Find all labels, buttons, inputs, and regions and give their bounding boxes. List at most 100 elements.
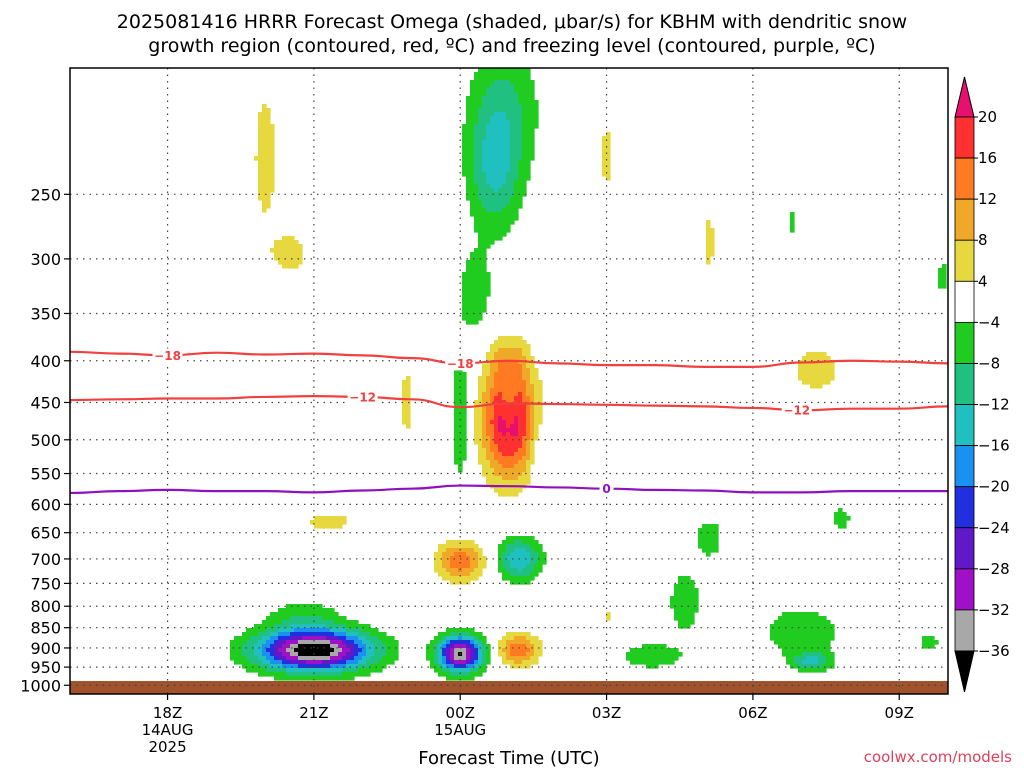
omega-cell <box>462 296 487 301</box>
omega-cell <box>278 640 287 645</box>
omega-cell <box>346 628 363 633</box>
credit-text[interactable]: coolwx.com/models <box>864 748 1012 766</box>
omega-cell <box>478 564 487 569</box>
omega-cell <box>470 572 483 577</box>
colorbar-label: 20 <box>978 108 997 126</box>
omega-cell <box>362 656 371 661</box>
omega-cell <box>278 260 303 265</box>
omega-cell <box>534 652 543 657</box>
x-tick-label: 2025 <box>148 738 186 756</box>
colorbar-band <box>954 363 975 405</box>
omega-cell <box>474 652 479 657</box>
omega-cell <box>510 156 523 161</box>
omega-cell <box>602 160 611 165</box>
omega-cell <box>482 440 491 445</box>
omega-cell <box>466 660 471 665</box>
omega-cell <box>262 200 271 205</box>
omega-cell <box>494 488 523 493</box>
omega-cell <box>526 448 531 453</box>
omega-cell <box>518 428 527 433</box>
omega-cell <box>442 668 451 673</box>
omega-cell <box>458 464 463 469</box>
omega-cell <box>442 560 451 565</box>
omega-cell <box>454 388 467 393</box>
omega-cell <box>502 184 515 189</box>
omega-cell <box>434 668 443 673</box>
omega-cell <box>474 548 483 553</box>
omega-cell <box>282 652 291 657</box>
omega-cell <box>670 600 699 605</box>
omega-cell <box>922 640 939 645</box>
omega-cell <box>402 384 411 389</box>
omega-cell <box>526 380 531 385</box>
omega-cell <box>698 536 719 541</box>
omega-cell <box>938 276 947 281</box>
omega-cell <box>258 672 287 677</box>
y-tick-label: 700 <box>30 550 61 569</box>
omega-cell <box>534 432 539 437</box>
omega-cell <box>462 288 491 293</box>
colorbar-band <box>954 527 975 570</box>
omega-cell <box>706 220 711 225</box>
omega-cell <box>450 648 455 653</box>
omega-cell <box>526 452 531 457</box>
omega-cell <box>534 548 543 553</box>
omega-cell <box>358 636 367 641</box>
omega-cell <box>470 564 479 569</box>
omega-cell <box>530 376 539 381</box>
omega-cell <box>790 224 795 229</box>
omega-cell <box>246 668 267 673</box>
omega-cell <box>498 348 523 353</box>
omega-cell <box>514 396 523 401</box>
colorbar-band <box>954 116 975 159</box>
omega-cell <box>478 636 487 641</box>
omega-cell <box>474 424 483 429</box>
omega-cell <box>798 664 823 669</box>
omega-cell <box>526 564 535 569</box>
omega-cell <box>530 428 535 433</box>
omega-cell <box>518 92 535 97</box>
omega-cell <box>474 412 483 417</box>
omega-cell <box>462 152 475 157</box>
omega-cell <box>466 656 471 661</box>
omega-cell <box>534 412 543 417</box>
omega-cell <box>530 372 539 377</box>
omega-cell <box>510 148 523 153</box>
omega-cell <box>234 660 251 665</box>
omega-cell <box>466 664 475 669</box>
omega-cell <box>474 664 479 669</box>
omega-cell <box>670 596 699 601</box>
omega-cell <box>498 544 507 549</box>
omega-cell <box>514 180 527 185</box>
omega-cell <box>606 132 611 137</box>
omega-cell <box>258 148 275 153</box>
omega-cell <box>446 676 475 681</box>
omega-cell <box>254 624 275 629</box>
contour-label: −18 <box>447 357 474 371</box>
omega-cell <box>794 660 803 665</box>
omega-cell <box>474 660 479 665</box>
omega-cell <box>698 540 719 545</box>
omega-cell <box>798 668 827 673</box>
omega-cell <box>470 560 479 565</box>
omega-cell <box>258 176 275 181</box>
omega-cell <box>466 116 479 121</box>
omega-cell <box>522 140 535 145</box>
omega-cell <box>502 648 511 653</box>
omega-cell <box>374 644 387 649</box>
colorbar-band <box>954 157 975 200</box>
omega-cell <box>486 456 495 461</box>
omega-cell <box>434 660 439 665</box>
omega-cell <box>446 644 451 649</box>
omega-cell <box>378 636 395 641</box>
omega-cell <box>458 636 463 641</box>
omega-cell <box>326 624 347 629</box>
omega-cell <box>478 648 483 653</box>
omega-cell <box>510 132 523 137</box>
omega-cell <box>258 160 275 165</box>
omega-cell <box>502 564 511 569</box>
omega-cell <box>602 152 611 157</box>
omega-cell <box>258 124 275 129</box>
omega-cell <box>466 108 479 113</box>
